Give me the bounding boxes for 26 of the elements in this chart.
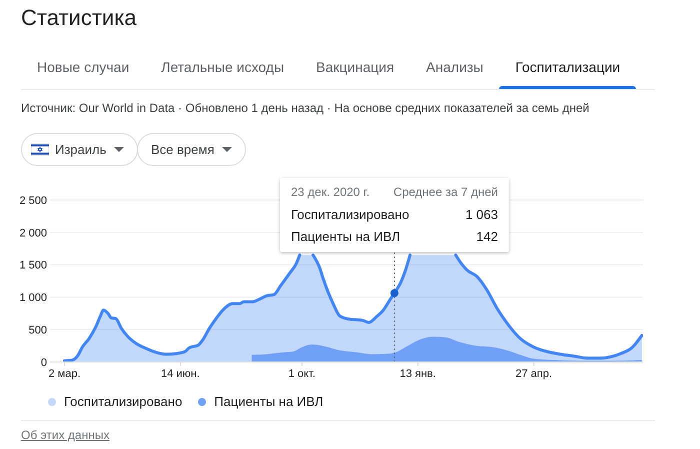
y-tick-label: 1 000: [19, 292, 47, 304]
text: Анализы: [426, 59, 484, 75]
y-tick-label: 0: [40, 356, 47, 369]
y-tick-label: 2 500: [19, 194, 47, 207]
annotation: 1 063: [465, 206, 498, 222]
dropdown-field: Все время: [137, 133, 246, 166]
x-tick-label: 13 янв.: [400, 368, 436, 380]
tooltip: 23 дек. 2020 г. Среднее за 7 дней Госпитализировано 1 063 Пациенты на ИВЛ 142: [280, 178, 509, 252]
annotation: 142: [476, 228, 498, 244]
text: Летальные исходы: [161, 59, 284, 75]
text: Вакцинация: [316, 59, 394, 75]
x-tick-label: 2 мар.: [48, 368, 81, 380]
dropdown-field: Израиль: [21, 133, 138, 166]
x-tick-label: 14 июн.: [161, 368, 200, 380]
chart-title: Статистика: [21, 5, 137, 30]
y-tick-label: 1 500: [19, 260, 47, 272]
legend-label: Пациенты на ИВЛ: [214, 394, 324, 410]
y-tick-label: 2 000: [19, 227, 47, 240]
text: Об этих данных: [21, 428, 110, 442]
text: Новые случаи: [37, 59, 130, 75]
text: Госпитализации: [515, 59, 620, 75]
x-tick-label: 1 окт.: [288, 368, 316, 380]
y-tick-label: 500: [28, 324, 47, 337]
chart-subtitle: Источник: Our World in Data · Обновлено 1 день назад · На основе средних показателей за семь дней: [21, 101, 590, 115]
x-tick-label: 27 апр.: [515, 368, 552, 380]
legend-label: Госпитализировано: [64, 394, 182, 410]
